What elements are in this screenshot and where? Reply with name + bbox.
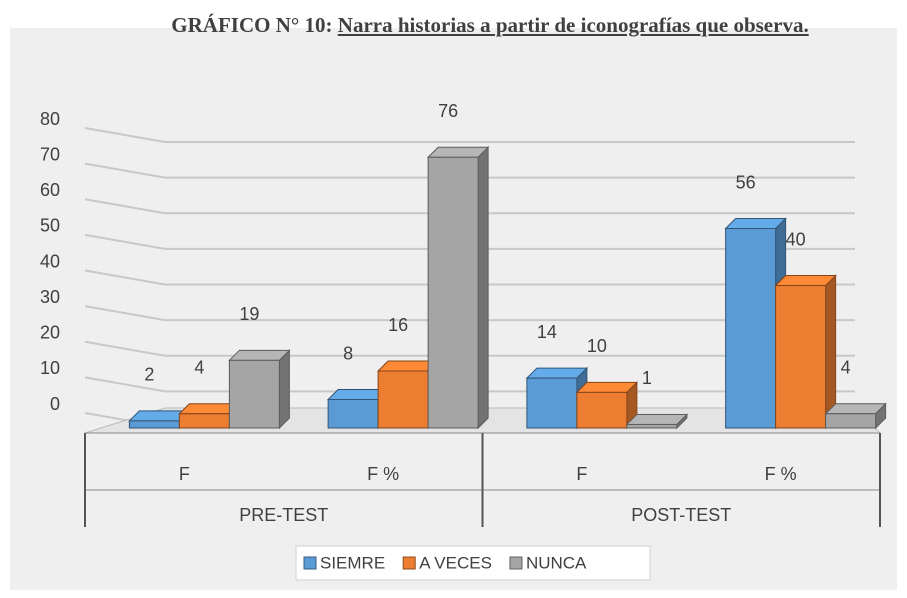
grid-line	[84, 233, 166, 250]
bar-top	[824, 403, 887, 415]
legend-box	[295, 545, 651, 581]
value-label: 2	[144, 365, 154, 385]
bar-top	[774, 275, 837, 286]
value-label: 19	[239, 304, 259, 324]
bar-top	[724, 218, 787, 229]
y-tick-label: 70	[40, 144, 60, 164]
x-tick-label: F %	[765, 464, 797, 484]
bar-side	[278, 349, 290, 430]
bar	[526, 377, 578, 429]
y-tick-label: 60	[40, 180, 60, 200]
grid-line	[84, 127, 166, 143]
value-label: 16	[388, 315, 408, 335]
y-tick-label: 0	[50, 394, 60, 414]
value-label: 76	[438, 101, 458, 121]
grid-line	[84, 340, 166, 357]
grid-line	[84, 376, 166, 393]
grid-line	[84, 269, 166, 286]
bar	[178, 413, 230, 429]
y-tick-label: 20	[40, 323, 60, 343]
bar-top	[426, 146, 490, 158]
bar	[775, 285, 827, 429]
value-label: 4	[841, 358, 851, 378]
value-label: 1	[642, 368, 652, 388]
value-label: 4	[194, 358, 204, 378]
legend-swatch	[509, 556, 523, 570]
y-tick-label: 30	[40, 287, 60, 307]
bar	[626, 423, 678, 429]
bar-top	[625, 413, 689, 425]
y-tick-label: 80	[40, 109, 60, 129]
y-tick-label: 40	[40, 251, 60, 271]
x-tick-label: F %	[367, 464, 399, 484]
grid-line	[84, 162, 166, 179]
y-tick-label: 10	[40, 358, 60, 378]
x-tick-label: F	[179, 464, 190, 484]
group-label: PRE-TEST	[239, 505, 328, 525]
title-text: Narra historias a partir de iconografías…	[337, 13, 809, 37]
bar	[228, 359, 280, 429]
y-tick-label: 50	[40, 216, 60, 236]
value-label: 8	[343, 343, 353, 363]
bar-top	[575, 381, 639, 393]
bar-top	[228, 349, 291, 361]
value-label: 10	[587, 336, 607, 356]
value-label: 14	[537, 322, 557, 342]
bar	[427, 156, 479, 429]
legend-text: A VECES	[419, 553, 492, 572]
grid-line	[84, 305, 166, 322]
bar	[128, 420, 180, 429]
grid-line	[84, 198, 166, 215]
group-label: POST-TEST	[631, 505, 731, 525]
bar-side	[477, 146, 489, 430]
legend-swatch	[303, 556, 317, 570]
title-label: GRÁFICO N° 10:	[171, 13, 333, 37]
legend-text: NUNCA	[526, 553, 587, 572]
legend-text: SIEMRE	[320, 553, 385, 572]
chart-title: GRÁFICO N° 10: Narra historias a partir …	[90, 14, 890, 36]
x-tick-label: F	[576, 464, 587, 484]
bar	[576, 391, 628, 429]
bar	[725, 228, 777, 429]
bar-top	[525, 367, 589, 379]
bar	[327, 399, 379, 429]
legend-swatch	[402, 556, 416, 570]
value-label: 40	[786, 229, 806, 249]
bar	[377, 370, 429, 429]
value-label: 56	[736, 172, 756, 192]
bar	[825, 413, 877, 429]
